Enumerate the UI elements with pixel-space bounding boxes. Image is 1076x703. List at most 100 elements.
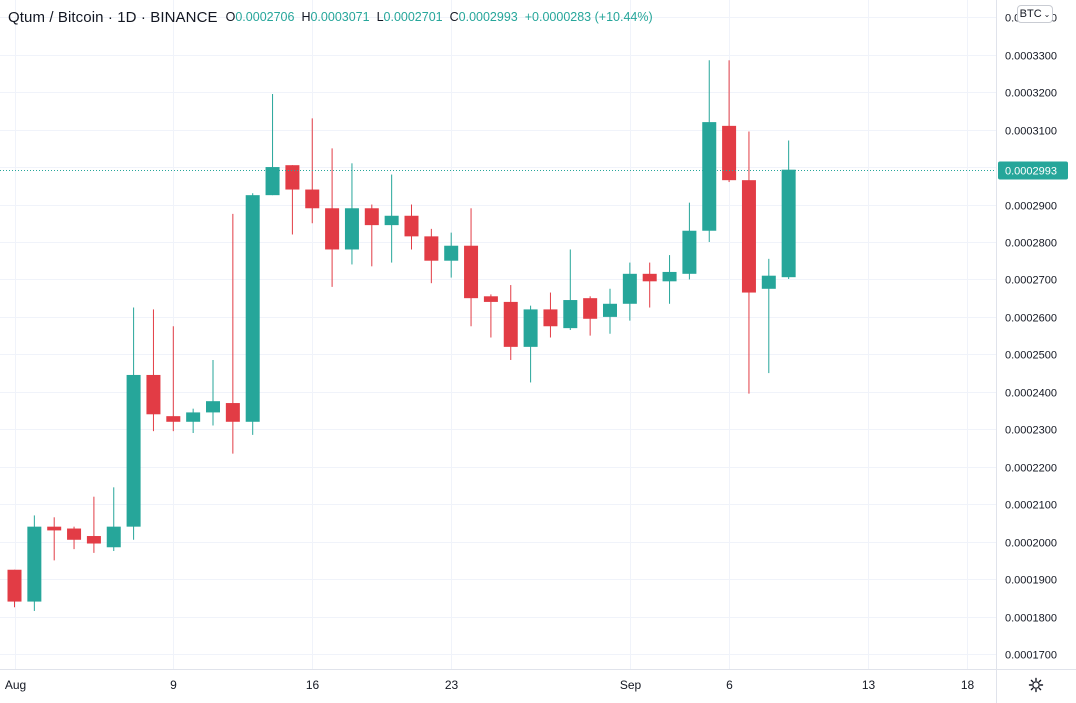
price-tick-label: 0.0002100 — [1005, 500, 1057, 512]
candle — [146, 309, 161, 432]
ohlc-values: O0.0002706 H0.0003071 L0.0002701 C0.0002… — [226, 10, 653, 24]
candle — [166, 326, 181, 432]
close-value: 0.0002993 — [458, 10, 518, 24]
candle — [404, 204, 419, 250]
high-value: 0.0003071 — [310, 10, 370, 24]
candle — [325, 148, 340, 287]
candle — [464, 208, 479, 327]
candle-body — [523, 309, 538, 347]
time-tick-label: Sep — [620, 678, 642, 692]
candle — [86, 496, 101, 553]
candle-body — [464, 245, 479, 299]
price-tick-label: 0.0002900 — [1005, 201, 1057, 213]
candle-body — [344, 208, 359, 250]
candle — [483, 294, 498, 338]
candle — [523, 305, 538, 383]
price-tick-label: 0.0003200 — [1005, 88, 1057, 100]
candle — [206, 359, 220, 426]
candle-body — [563, 300, 578, 329]
time-tick-label: 13 — [862, 678, 876, 692]
time-tick-label: 9 — [170, 678, 177, 692]
candle — [563, 249, 578, 331]
candle-body — [305, 189, 320, 209]
candle-body — [325, 208, 340, 250]
time-axis[interactable]: Aug 9 16 23 Sep 6 13 18 — [5, 678, 975, 692]
candle-body — [503, 301, 518, 347]
candle — [722, 60, 737, 183]
candle-body — [86, 536, 101, 544]
candle-body — [146, 374, 161, 415]
candle — [186, 408, 201, 434]
candle — [603, 288, 617, 334]
candle-body — [702, 122, 717, 231]
price-tick-label: 0.0002800 — [1005, 238, 1057, 250]
candle-body — [364, 208, 379, 226]
candle — [7, 569, 22, 608]
candle-body — [384, 215, 399, 226]
price-tick-label: 0.0002300 — [1005, 425, 1057, 437]
price-tick-label: 0.0002200 — [1005, 463, 1057, 475]
candle — [27, 515, 42, 611]
candle — [622, 262, 637, 321]
candle-body — [603, 303, 617, 317]
time-tick-label: 18 — [961, 678, 975, 692]
close-key: C — [449, 10, 459, 24]
candle — [47, 517, 62, 561]
candle-body — [206, 401, 220, 413]
candle — [126, 307, 141, 540]
candle — [424, 228, 439, 284]
candle-body — [166, 416, 181, 422]
candle — [344, 163, 359, 265]
candle — [285, 165, 300, 235]
high-key: H — [301, 10, 311, 24]
candle-body — [245, 195, 260, 422]
price-axis[interactable]: 0.0001700 0.0001800 0.0001900 0.0002000 0.00… — [1005, 13, 1057, 662]
candles-series — [7, 60, 796, 611]
candle-body — [741, 180, 756, 293]
price-tick-label: 0.0002700 — [1005, 275, 1057, 287]
candle-body — [444, 245, 459, 261]
candle — [702, 60, 717, 242]
currency-label: BTC — [1019, 8, 1042, 20]
candle-body — [622, 273, 637, 304]
candle-body — [583, 298, 598, 319]
candle — [583, 296, 598, 336]
candle — [67, 526, 82, 550]
candle-body — [7, 569, 22, 602]
candle-body — [642, 273, 657, 282]
chart-legend: Qtum / Bitcoin · 1D · BINANCE O0.0002706… — [8, 6, 653, 28]
chevron-down-icon: ⌄ — [1043, 9, 1051, 19]
candle-body — [722, 125, 737, 181]
candle-body — [543, 309, 558, 327]
time-tick-label: 23 — [445, 678, 459, 692]
price-tick-label: 0.0001900 — [1005, 575, 1057, 587]
time-tick-label: 16 — [306, 678, 320, 692]
candle — [106, 487, 121, 552]
candle — [741, 131, 756, 394]
time-tick-label: 6 — [726, 678, 733, 692]
candle — [225, 213, 240, 454]
change-value: +0.0000283 (+10.44%) — [524, 10, 653, 24]
candle — [245, 193, 260, 435]
candle-body — [483, 296, 498, 302]
price-tick-label: 0.0001700 — [1005, 650, 1057, 662]
candle — [384, 174, 399, 263]
candle-body — [662, 271, 677, 282]
price-tick-label: 0.0003100 — [1005, 126, 1057, 138]
last-price-label: 0.0002993 — [998, 161, 1068, 180]
candle — [265, 94, 280, 196]
candle-body — [186, 412, 201, 422]
last-price-value: 0.0002993 — [1005, 166, 1057, 178]
candle-body — [67, 528, 82, 540]
candle-body — [265, 167, 280, 196]
symbol-title[interactable]: Qtum / Bitcoin · 1D · BINANCE — [8, 8, 218, 26]
time-tick-label: Aug — [5, 678, 26, 692]
candle — [662, 255, 677, 304]
currency-button[interactable]: BTC ⌄ — [1017, 5, 1053, 23]
settings-gear-icon[interactable] — [1026, 675, 1046, 695]
candle-body — [106, 526, 121, 548]
candle-body — [781, 169, 796, 278]
candle — [543, 292, 558, 338]
candle — [364, 204, 379, 267]
